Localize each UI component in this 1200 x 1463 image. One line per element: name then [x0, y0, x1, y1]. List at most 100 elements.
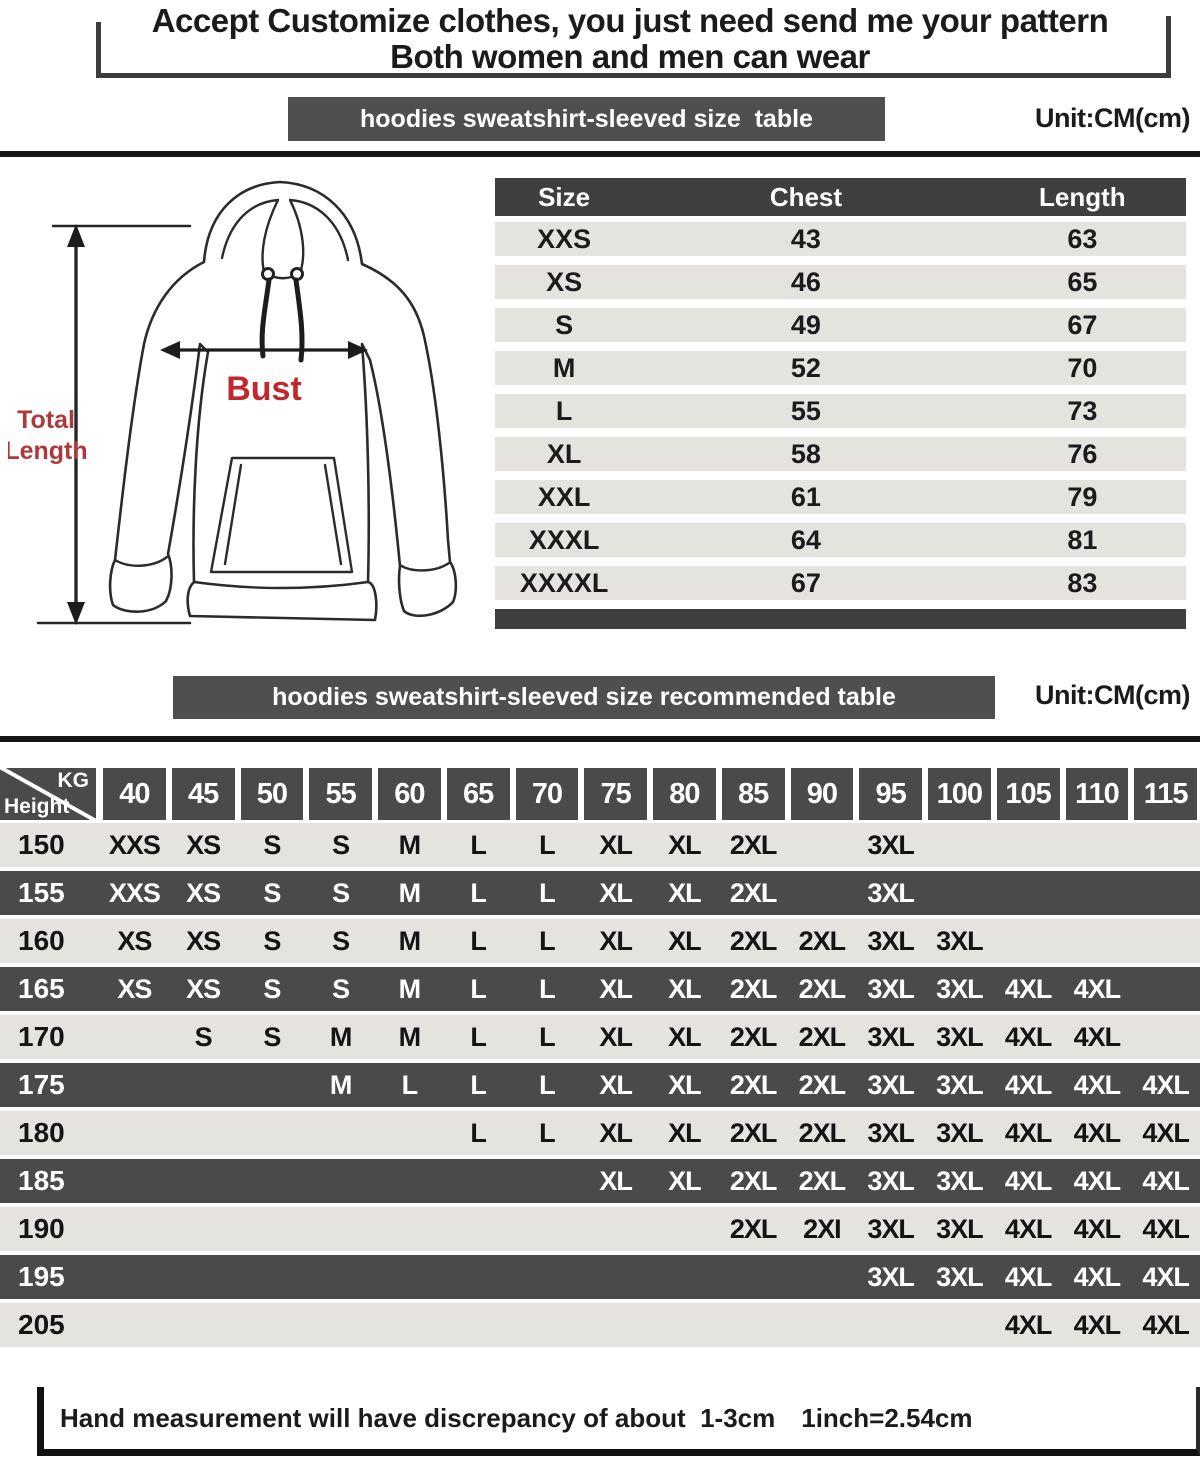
divider-rule-1	[0, 151, 1200, 157]
recommended-table: KG Height 40 45 50 55 60 65 70 75 80 85 90 95 100 105…	[0, 768, 1200, 1351]
recommended-size-cell: 2XL	[729, 830, 778, 860]
weight-header-cell: 70	[515, 768, 579, 820]
divider-rule-2	[0, 736, 1200, 742]
recommended-size-cell: XL	[599, 1118, 633, 1148]
recommended-size-cell: XS	[186, 830, 221, 860]
recommended-size-cell: L	[539, 974, 555, 1004]
size-table-cell: 52	[790, 353, 821, 383]
height-label: 155	[18, 877, 65, 908]
recommended-size-cell: 4XL	[1004, 1166, 1053, 1196]
size-table-cell: XXL	[537, 482, 591, 512]
recommended-size-cell: 4XL	[1142, 1214, 1190, 1244]
measurement-discrepancy-note: Hand measurement will have discrepancy o…	[60, 1402, 776, 1433]
recommended-size-cell	[100, 1015, 169, 1059]
size-table-cell: S	[555, 310, 574, 340]
total-length-label-line2: Length	[8, 437, 88, 465]
recommended-size-cell	[444, 1303, 513, 1347]
recommended-size-cell	[719, 1255, 788, 1299]
rec-table-row: 180 L L XL XL 2XL 2XL 3XL 3XL 4XL 4XL 4XL	[0, 1111, 1200, 1155]
rec-table-row: 185 XL XL 2XL 2XL 3XL 3XL 4XL 4XL 4XL	[0, 1159, 1200, 1203]
recommended-size-cell: XL	[599, 974, 633, 1004]
rec-table-row: 165 XS XS S S M L L XL XL 2XL 2XL 3XL 3XL 4XL 4XL	[0, 967, 1200, 1011]
height-label: 190	[18, 1213, 65, 1244]
recommended-size-cell: 2XL	[798, 974, 847, 1004]
recommended-size-cell	[994, 919, 1063, 963]
recommended-size-cell: L	[470, 1022, 486, 1052]
recommended-size-cell	[375, 1111, 444, 1155]
recommended-size-cell: XL	[668, 878, 702, 908]
recommended-size-cell: 3XL	[936, 1262, 984, 1292]
weight-header-cell: 65	[446, 768, 510, 820]
size-table-banner: hoodies sweatshirt-sleeved size table	[288, 97, 885, 141]
recommended-size-cell	[238, 1159, 307, 1203]
recommended-size-cell: 4XL	[1073, 1262, 1122, 1292]
size-table-cell: 64	[790, 525, 821, 555]
recommended-size-cell	[788, 1255, 857, 1299]
recommended-size-cell: XS	[186, 878, 221, 908]
recommended-size-cell: XL	[599, 1022, 633, 1052]
recommended-size-cell: L	[539, 1022, 555, 1052]
weight-header-cell: 55	[309, 768, 372, 820]
size-table-cell: M	[552, 353, 576, 383]
arrow-up-icon	[67, 224, 85, 247]
recommended-size-cell	[169, 1303, 238, 1347]
recommended-size-cell: S	[263, 1022, 281, 1052]
recommended-size-cell: 4XL	[1004, 1022, 1053, 1052]
height-label: 205	[18, 1309, 65, 1340]
recommended-size-cell: 4XL	[1073, 974, 1122, 1004]
size-table-cell: 46	[790, 267, 821, 297]
size-table-cell: 61	[790, 482, 821, 512]
recommended-size-cell: S	[263, 926, 281, 956]
recommended-size-cell	[650, 1255, 719, 1299]
recommended-size-cell	[375, 1255, 444, 1299]
recommended-size-cell	[238, 1303, 307, 1347]
recommended-size-cell	[650, 1207, 719, 1251]
recommended-size-cell: XXS	[108, 830, 161, 860]
recommended-size-cell	[1063, 919, 1132, 963]
recommended-size-cell: L	[470, 830, 486, 860]
recommended-size-cell: M	[398, 878, 421, 908]
recommended-size-cell: XS	[117, 974, 152, 1004]
size-table-cell: XL	[546, 439, 582, 469]
recommended-size-cell	[100, 1255, 169, 1299]
recommended-size-cell: 4XL	[1004, 1118, 1053, 1148]
bust-label: Bust	[226, 370, 302, 408]
size-table-footer-bar	[495, 609, 1186, 629]
size-table: Size Chest Length XXS 43 63 XS 46 65 S 49 67 M 52 70 L…	[495, 178, 1186, 629]
rec-table-row: 170 S S M M L L XL XL 2XL 2XL 3XL 3XL 4XL 4XL	[0, 1015, 1200, 1059]
recommended-size-cell: L	[470, 974, 486, 1004]
recommended-size-cell: 2XL	[729, 974, 778, 1004]
recommended-size-cell: 3XL	[867, 926, 915, 956]
recommended-size-cell: 4XL	[1142, 1262, 1190, 1292]
recommended-size-cell	[1063, 871, 1132, 915]
recommended-size-cell	[306, 1111, 375, 1155]
recommended-size-cell: M	[329, 1022, 352, 1052]
recommended-size-cell	[169, 1255, 238, 1299]
recommended-size-cell	[169, 1159, 238, 1203]
recommended-size-cell: 4XL	[1073, 1070, 1122, 1100]
recommended-size-cell	[444, 1159, 513, 1203]
recommended-size-cell: 2XL	[729, 1070, 778, 1100]
recommended-size-cell: M	[398, 974, 421, 1004]
recommended-size-cell: XL	[668, 974, 702, 1004]
recommended-size-cell: L	[470, 1118, 486, 1148]
weight-header-cell: 75	[584, 768, 647, 820]
recommended-size-cell	[100, 1111, 169, 1155]
recommended-size-cell: 2XL	[729, 926, 778, 956]
weight-header-cell: 105	[996, 768, 1060, 820]
weight-header-cell: 80	[653, 768, 716, 820]
size-table-row: L 55 73	[495, 394, 1186, 428]
recommended-size-cell: 4XL	[1142, 1310, 1190, 1340]
recommended-size-cell	[169, 1063, 238, 1107]
recommended-size-cell: L	[539, 1070, 555, 1100]
recommended-size-cell: 2XL	[729, 1214, 778, 1244]
size-table-cell: 55	[790, 396, 821, 426]
recommended-size-cell: 3XL	[867, 878, 915, 908]
recommended-size-cell	[1131, 823, 1200, 867]
size-table-cell: L	[555, 396, 573, 426]
recommended-size-cell: XXS	[108, 878, 161, 908]
recommended-size-cell: S	[332, 926, 350, 956]
recommended-size-cell: 3XL	[936, 1070, 984, 1100]
height-label: 160	[18, 925, 65, 956]
recommended-size-cell	[581, 1303, 650, 1347]
